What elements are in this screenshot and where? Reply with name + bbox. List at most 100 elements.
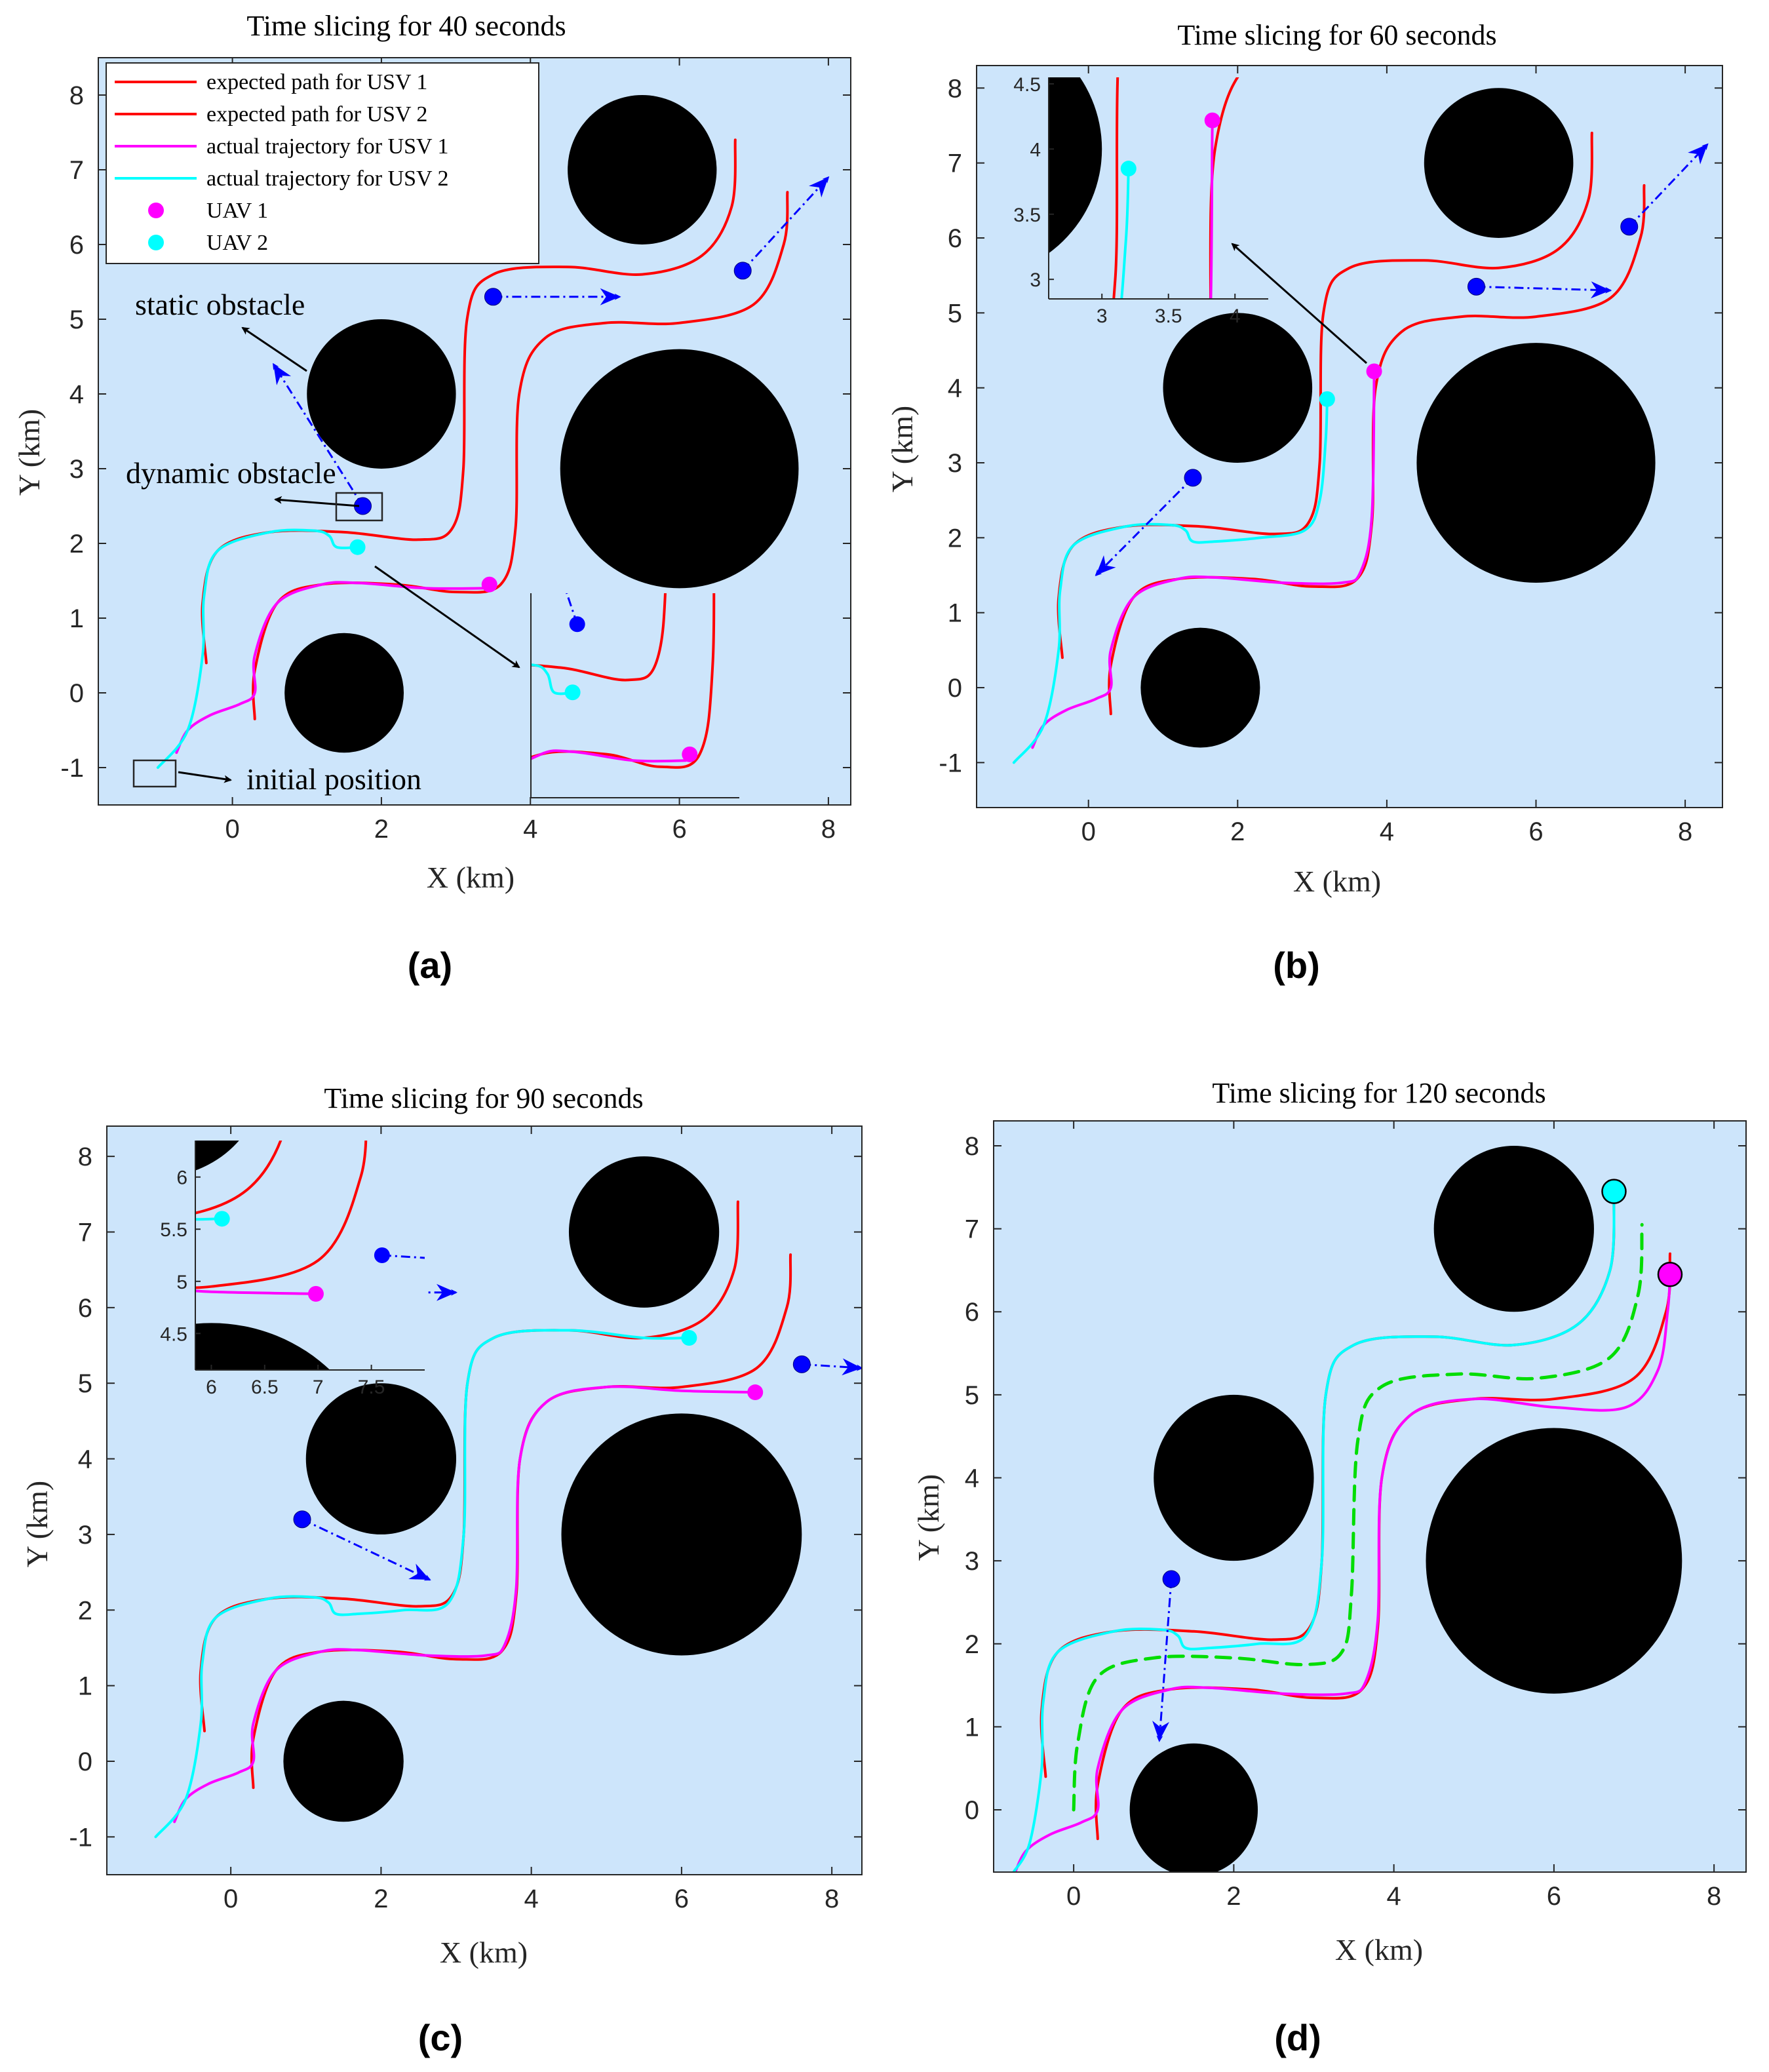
inset-background [531, 593, 739, 798]
x-tick-label-0: 0 [1066, 1882, 1081, 1911]
uav-marker-0 [747, 1384, 764, 1401]
y-tick-label-3: 2 [78, 1596, 92, 1625]
panel-d: Time slicing for 120 seconds X (km) Y (k… [912, 1077, 1747, 2058]
x-tick-label-3: 6 [1547, 1882, 1561, 1911]
dynamic-obstacle-arrowhead-0 [1152, 1721, 1169, 1741]
inset-series-line-0 [531, 593, 716, 769]
series-line-3 [1012, 1190, 1616, 1872]
y-tick-label-3: 3 [965, 1547, 979, 1576]
dynamic-obstacle-arrowhead-1 [600, 288, 620, 305]
x-tick-label-3: 6 [672, 815, 686, 844]
y-tick-label-4: 3 [69, 455, 84, 484]
y-tick-label-1: 0 [948, 674, 962, 703]
static-obstacle-0 [1424, 88, 1574, 238]
y-tick-label-5: 4 [78, 1445, 92, 1474]
series-line-2 [1013, 1273, 1671, 1872]
inset-x-tick-label-1: 3.5 [1155, 305, 1182, 327]
x-tick-label-1: 2 [1226, 1882, 1241, 1911]
panel-d-xlabel: X (km) [1335, 1933, 1423, 1966]
panel-d-title: Time slicing for 120 seconds [1212, 1077, 1545, 1109]
inset-y-tick-label-0: 3 [1030, 269, 1041, 291]
dynamic-obstacle-arrow-0 [1095, 477, 1194, 576]
inset-plot [195, 1141, 425, 1370]
static-obstacle-3 [283, 1700, 404, 1822]
series-line-3 [1012, 397, 1329, 764]
inset-uav-marker-1 [564, 684, 581, 701]
y-tick-label-0: 0 [965, 1796, 979, 1825]
uav-marker-0 [1657, 1262, 1683, 1287]
inset-series-line-1 [1112, 77, 1119, 299]
static-obstacle-0 [568, 95, 717, 244]
legend-label-3: actual trajectory for USV 2 [206, 166, 448, 191]
uav-marker-1 [349, 539, 366, 555]
static-obstacle-3 [1129, 1743, 1258, 1872]
x-tick-label-4: 8 [825, 1885, 839, 1913]
legend-label-5: UAV 2 [206, 231, 268, 255]
dynamic-obstacle-arrow-0 [301, 1518, 431, 1581]
dynamic-obstacle-arrowhead-1 [1590, 281, 1611, 299]
inset-y-tick-label-3: 6 [176, 1167, 187, 1189]
y-tick-label-5: 4 [69, 380, 84, 409]
dynamic-obstacle-arrowhead-0 [273, 364, 292, 385]
uav-marker-1 [1601, 1179, 1627, 1204]
inset-uav-marker-0 [1204, 112, 1220, 128]
initial-position-box [132, 759, 177, 788]
inset-plot [531, 593, 716, 769]
y-tick-label-9: 8 [69, 81, 84, 110]
legend-swatch-4 [148, 203, 164, 218]
y-tick-label-3: 2 [69, 530, 84, 558]
inset-zoom: 3 3.5 4 3 3.5 4 4.5 [1013, 74, 1268, 327]
series-line-0 [252, 191, 789, 720]
x-tick-label-2: 4 [524, 1885, 539, 1913]
inset-y-tick-label-1: 5 [176, 1272, 187, 1293]
dynamic-obstacle-0 [1184, 469, 1202, 487]
static-obstacle-3 [284, 633, 404, 753]
inset-obstacle-2 [195, 1323, 330, 1370]
panel-b-title: Time slicing for 60 seconds [1177, 19, 1496, 51]
panel-d-ylabel: Y (km) [912, 1474, 945, 1561]
panel-b: Time slicing for 60 seconds X (km) Y (km… [885, 19, 1723, 986]
inset-x-tick-label-2: 7 [313, 1377, 324, 1398]
y-tick-label-7: 6 [78, 1294, 92, 1323]
plot-area [1012, 88, 1709, 764]
x-tick-label-3: 6 [674, 1885, 689, 1913]
y-tick-label-8: 7 [78, 1218, 92, 1247]
dynamic-obstacle-arrowhead-2 [809, 177, 828, 198]
legend-label-4: UAV 1 [206, 199, 268, 223]
y-tick-label-2: 1 [948, 599, 962, 628]
inset-uav-marker-0 [682, 746, 698, 762]
y-tick-label-4: 3 [78, 1521, 92, 1550]
panel-a-title: Time slicing for 40 seconds [246, 10, 566, 42]
y-tick-label-6: 6 [965, 1298, 979, 1327]
panel-b-xlabel: X (km) [1293, 865, 1381, 898]
static-obstacle-2 [561, 1413, 802, 1656]
y-tick-label-8: 8 [965, 1132, 979, 1161]
y-tick-label-6: 5 [948, 299, 962, 328]
x-tick-label-3: 6 [1528, 817, 1543, 846]
dynamic-obstacle-2 [733, 262, 752, 280]
inset-obstacle-1 [1049, 77, 1102, 254]
x-tick-label-2: 4 [523, 815, 537, 844]
inset-series-line-0 [195, 1141, 368, 1289]
y-tick-label-2: 1 [78, 1672, 92, 1701]
static-obstacle-2 [1416, 343, 1656, 583]
legend-label-1: expected path for USV 2 [206, 102, 427, 127]
dynamic-obstacle-arrowhead-1 [437, 1283, 457, 1301]
axes-frame [976, 65, 1723, 808]
y-tick-label-2: 1 [69, 604, 84, 633]
series-line-2 [173, 1385, 757, 1824]
y-tick-label-9: 8 [948, 74, 962, 103]
arrow-zoom-a [374, 565, 520, 669]
inset-uav-marker-0 [307, 1285, 324, 1302]
legend-label-2: actual trajectory for USV 1 [206, 134, 448, 159]
arrow-zoom-b [1231, 243, 1367, 364]
y-tick-label-0: -1 [69, 1823, 92, 1852]
y-tick-label-7: 7 [965, 1215, 979, 1244]
dynamic-obstacle-arrowhead-2 [1688, 144, 1708, 165]
inset-uav-marker-1 [1120, 161, 1137, 177]
inset-y-tick-label-0: 4.5 [160, 1323, 187, 1345]
series-line-4 [1072, 1222, 1644, 1812]
dynamic-obstacle-1 [1467, 277, 1485, 296]
annotation-static-obstacle: static obstacle [135, 288, 305, 321]
